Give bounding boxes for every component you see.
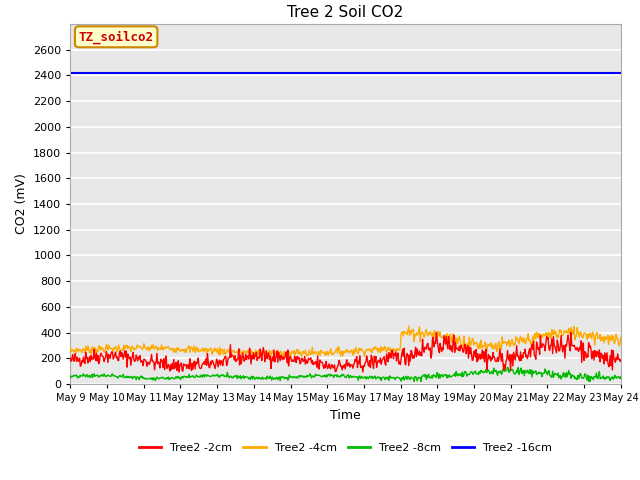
Title: Tree 2 Soil CO2: Tree 2 Soil CO2 (287, 5, 404, 20)
X-axis label: Time: Time (330, 408, 361, 421)
Text: TZ_soilco2: TZ_soilco2 (79, 30, 154, 44)
Legend: Tree2 -2cm, Tree2 -4cm, Tree2 -8cm, Tree2 -16cm: Tree2 -2cm, Tree2 -4cm, Tree2 -8cm, Tree… (135, 439, 556, 457)
Y-axis label: CO2 (mV): CO2 (mV) (15, 174, 28, 234)
